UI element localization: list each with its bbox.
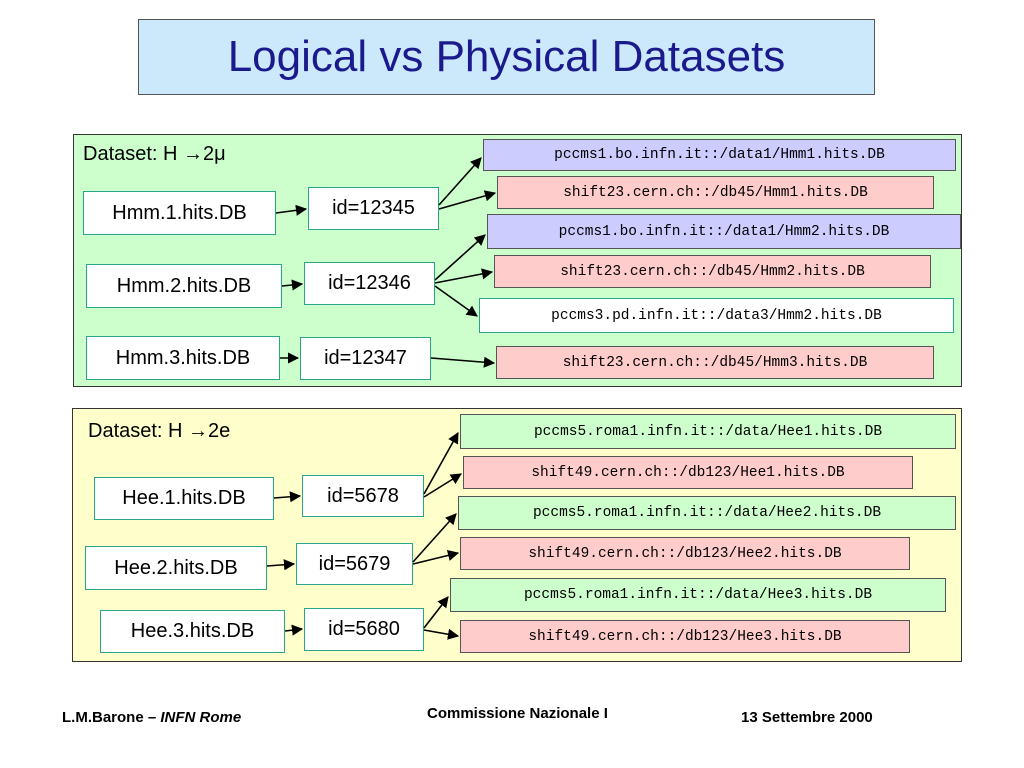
footer-author: L.M.Barone xyxy=(62,709,144,726)
arrow-hee2-to-id xyxy=(266,559,296,571)
logical-file-hmm1: Hmm.1.hits.DB xyxy=(83,191,276,235)
logical-file-hee1: Hee.1.hits.DB xyxy=(94,477,274,520)
page-title: Logical vs Physical Datasets xyxy=(227,32,786,81)
id-box-12346: id=12346 xyxy=(304,262,435,305)
footer-date: 13 Settembre 2000 xyxy=(741,709,873,726)
physical-file-hmm2-bo: pccms1.bo.infn.it::/data1/Hmm2.hits.DB xyxy=(487,214,961,249)
arrow-5679-to-roma xyxy=(412,513,457,563)
logical-file-hee2: Hee.2.hits.DB xyxy=(85,546,267,590)
footer-event: Commissione Nazionale I xyxy=(427,705,608,722)
physical-file-hee2-roma: pccms5.roma1.infn.it::/data/Hee2.hits.DB xyxy=(458,496,956,530)
arrow-5680-to-cern xyxy=(423,628,460,640)
arrow-5678-to-cern xyxy=(423,473,462,498)
arrow-12345-to-bo xyxy=(438,157,482,206)
physical-file-hee1-roma: pccms5.roma1.infn.it::/data/Hee1.hits.DB xyxy=(460,414,956,449)
id-box-5680: id=5680 xyxy=(304,608,424,651)
arrow-12347-to-cern xyxy=(430,356,496,368)
arrow-5678-to-roma xyxy=(423,432,459,495)
arrow-hee1-to-id xyxy=(273,491,302,503)
physical-file-hmm2-pd: pccms3.pd.infn.it::/data3/Hmm2.hits.DB xyxy=(479,298,954,333)
dataset-label-h2mu: Dataset: H →2μ xyxy=(83,143,226,165)
arrow-12345-to-cern xyxy=(438,190,497,210)
id-box-12347: id=12347 xyxy=(300,337,431,380)
arrow-hmm1-to-id xyxy=(275,204,308,216)
footer-separator: – xyxy=(143,709,161,726)
arrow-12346-to-pd xyxy=(434,285,478,317)
arrow-12346-to-bo xyxy=(434,234,486,281)
id-box-5679: id=5679 xyxy=(296,543,413,585)
physical-file-hmm1-bo: pccms1.bo.infn.it::/data1/Hmm1.hits.DB xyxy=(483,139,956,171)
arrow-5680-to-roma xyxy=(423,596,449,629)
title-box: Logical vs Physical Datasets xyxy=(138,19,875,95)
logical-file-hmm3: Hmm.3.hits.DB xyxy=(86,336,280,380)
arrow-5679-to-cern xyxy=(412,549,460,565)
id-box-5678: id=5678 xyxy=(302,475,424,517)
physical-file-hmm2-cern: shift23.cern.ch::/db45/Hmm2.hits.DB xyxy=(494,255,931,288)
physical-file-hee2-cern: shift49.cern.ch::/db123/Hee2.hits.DB xyxy=(460,537,910,570)
physical-file-hee3-roma: pccms5.roma1.infn.it::/data/Hee3.hits.DB xyxy=(450,578,946,612)
physical-file-hee1-cern: shift49.cern.ch::/db123/Hee1.hits.DB xyxy=(463,456,913,489)
arrow-hee3-to-id xyxy=(284,624,304,636)
physical-file-hmm1-cern: shift23.cern.ch::/db45/Hmm1.hits.DB xyxy=(497,176,934,209)
arrow-12346-to-cern xyxy=(434,268,494,284)
logical-file-hmm2: Hmm.2.hits.DB xyxy=(86,264,282,308)
logical-file-hee3: Hee.3.hits.DB xyxy=(100,610,285,653)
footer-affiliation: INFN Rome xyxy=(160,709,242,726)
id-box-12345: id=12345 xyxy=(308,187,439,230)
footer-author-line: L.M.Barone – INFN Rome xyxy=(62,709,241,726)
physical-file-hmm3-cern: shift23.cern.ch::/db45/Hmm3.hits.DB xyxy=(496,346,934,379)
physical-file-hee3-cern: shift49.cern.ch::/db123/Hee3.hits.DB xyxy=(460,620,910,653)
dataset-label-h2e: Dataset: H →2e xyxy=(88,420,231,442)
arrow-hmm2-to-id xyxy=(281,279,304,291)
